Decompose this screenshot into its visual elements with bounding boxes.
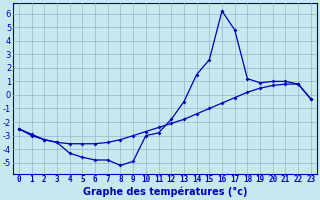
X-axis label: Graphe des températures (°c): Graphe des températures (°c): [83, 187, 247, 197]
